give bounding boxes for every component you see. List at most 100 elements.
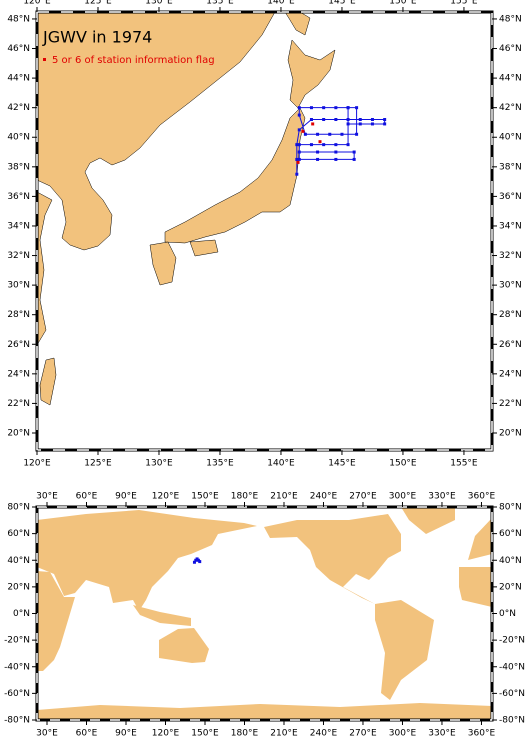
lon-label: 360°E [468, 492, 496, 502]
lon-label: 145°E [328, 459, 356, 469]
station [383, 118, 387, 122]
lon-label: 210°E [270, 492, 298, 502]
station [297, 150, 301, 154]
lon-label: 330°E [428, 729, 456, 739]
lat-label: -20°N [4, 636, 30, 646]
station [346, 122, 350, 126]
station [295, 143, 299, 147]
station [297, 143, 301, 147]
lat-label: 38°N [7, 162, 30, 172]
lon-label: 330°E [428, 492, 456, 502]
lat-label: 34°N [7, 221, 30, 231]
lat-label: 20°N [7, 582, 30, 592]
lat-label: 48°N [499, 14, 522, 24]
lon-label: 240°E [310, 729, 338, 739]
station [316, 157, 320, 161]
lon-label: 210°E [270, 729, 298, 739]
station [316, 132, 320, 136]
station [297, 106, 301, 110]
station [297, 157, 301, 161]
lat-label: 20°N [7, 428, 30, 438]
lon-label: 60°E [76, 492, 98, 502]
lon-label: 30°E [36, 492, 58, 502]
land-south-america [375, 600, 434, 700]
land-shikoku [189, 239, 219, 257]
lat-label: 22°N [7, 399, 30, 409]
lon-label: 120°E [152, 729, 180, 739]
lat-label: 60°N [499, 529, 522, 539]
lat-label: -40°N [499, 662, 525, 672]
lat-label: 44°N [7, 74, 30, 84]
lat-label: 40°N [7, 556, 30, 566]
lon-label: 150°E [191, 729, 219, 739]
lat-label: 40°N [499, 556, 522, 566]
land-china [36, 191, 53, 346]
lat-label: 80°N [7, 503, 30, 513]
station [328, 132, 332, 136]
land-honshu [164, 107, 306, 244]
station [352, 157, 356, 161]
station [322, 143, 326, 147]
lon-label: 180°E [231, 492, 259, 502]
station [316, 150, 320, 154]
lat-label: 46°N [499, 44, 522, 54]
land-antarctica [37, 703, 492, 720]
lat-label: 40°N [7, 133, 30, 143]
top-track [295, 106, 387, 176]
station [322, 118, 326, 122]
lat-label: 46°N [7, 44, 30, 54]
station [352, 150, 356, 154]
station [358, 118, 362, 122]
station [383, 122, 387, 126]
land-africa [37, 571, 75, 671]
frame-pattern [36, 11, 493, 451]
lat-label: 42°N [7, 103, 30, 113]
lat-label: 24°N [7, 369, 30, 379]
station [297, 113, 301, 117]
land-taiwan [39, 357, 57, 406]
station [334, 106, 338, 110]
lon-label: 130°E [145, 0, 173, 7]
lat-label: 28°N [7, 310, 30, 320]
lat-label: 20°N [499, 428, 522, 438]
station [295, 172, 299, 176]
station [358, 122, 362, 126]
lon-label: 60°E [76, 729, 98, 739]
land-eurasia [37, 510, 257, 611]
lon-label: 125°E [84, 459, 112, 469]
lon-label: 120°E [23, 459, 51, 469]
lon-label: 155°E [450, 0, 478, 7]
legend-label: 5 or 6 of station information flag [52, 55, 215, 66]
lon-label: 30°E [36, 729, 58, 739]
lat-label: 48°N [7, 14, 30, 24]
station [322, 106, 326, 110]
lat-label: 20°N [499, 582, 522, 592]
lat-label: -80°N [499, 716, 525, 726]
lat-label: 30°N [7, 281, 30, 291]
lat-label: -60°N [499, 689, 525, 699]
flagged-station [318, 140, 322, 144]
lat-label: 0°N [499, 609, 516, 619]
lon-label: 180°E [231, 729, 259, 739]
flagged-station [311, 122, 315, 126]
station [355, 132, 359, 136]
station [192, 560, 196, 564]
station [355, 106, 359, 110]
flagged-station [296, 160, 300, 164]
land-australia [159, 628, 209, 663]
lon-label: 135°E [206, 459, 234, 469]
station [346, 106, 350, 110]
lon-label: 270°E [349, 492, 377, 502]
lon-label: 360°E [468, 729, 496, 739]
station [297, 128, 301, 132]
station [334, 118, 338, 122]
land-asia [36, 11, 276, 251]
lat-label: 0°N [13, 609, 30, 619]
lon-label: 270°E [349, 729, 377, 739]
land-north-america [264, 514, 401, 604]
bottom-map [35, 505, 494, 722]
station [334, 157, 338, 161]
lon-label: 135°E [206, 0, 234, 7]
lon-label: 125°E [84, 0, 112, 7]
